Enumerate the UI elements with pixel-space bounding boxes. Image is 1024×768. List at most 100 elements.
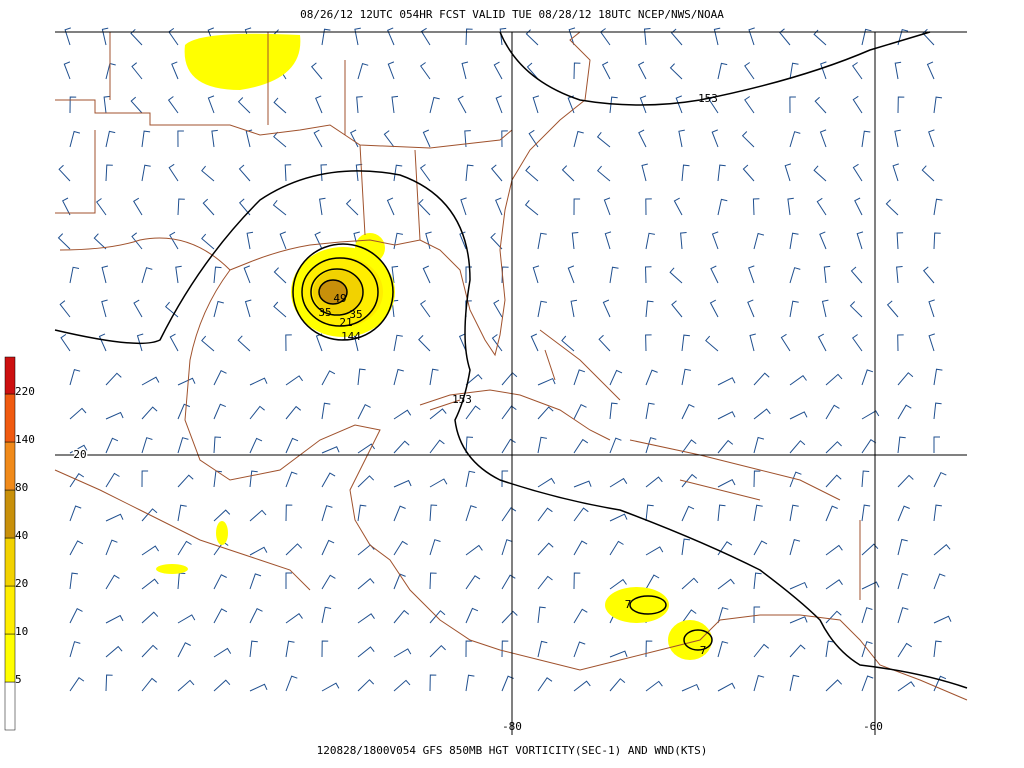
wind-barb (105, 164, 113, 182)
wind-barb (537, 406, 554, 420)
wind-barb (177, 642, 191, 658)
wind-barb (819, 129, 827, 148)
wind-barb (897, 334, 904, 352)
wind-barb (321, 402, 331, 420)
wind-barb (345, 199, 359, 216)
wind-barb (713, 27, 721, 46)
wind-barb (422, 129, 431, 148)
wind-barb (861, 130, 871, 148)
wind-barb (105, 130, 116, 148)
wind-barb (141, 267, 153, 284)
wind-barb (249, 377, 268, 386)
wind-barb (202, 198, 215, 216)
wind-barb (62, 197, 71, 216)
wind-barb (896, 266, 903, 284)
wind-barb (573, 438, 589, 454)
wind-barb (896, 232, 904, 250)
wind-barb (429, 610, 446, 624)
wind-barb (393, 479, 412, 488)
wind-barb (526, 62, 539, 80)
wind-barb (177, 540, 192, 556)
wind-barb (928, 333, 935, 352)
wind-barb (130, 96, 143, 114)
wind-barb (602, 299, 611, 318)
wind-barb (789, 616, 808, 624)
wind-barb (823, 265, 831, 284)
wind-barb (573, 572, 581, 590)
wind-barb (57, 233, 71, 250)
wind-barb (673, 197, 683, 216)
wind-barb (321, 472, 336, 488)
wind-barb (573, 507, 589, 522)
wind-barb (238, 198, 251, 216)
contour-label: 153 (452, 393, 472, 406)
wind-barb (897, 538, 908, 556)
wind-barb (742, 164, 755, 182)
wind-barb (457, 95, 467, 114)
wind-barb (141, 644, 158, 658)
wind-barb (393, 505, 406, 522)
wind-barb (167, 96, 179, 114)
wind-barb (387, 27, 395, 46)
wind-barb (787, 197, 794, 216)
colorbar-segment (4, 585, 16, 635)
wind-barb (604, 231, 612, 250)
wind-barb (825, 679, 843, 692)
wind-barb (596, 131, 611, 148)
wind-barb (705, 335, 719, 352)
wind-barb (238, 164, 251, 182)
wind-barb (355, 163, 363, 182)
wind-barb (393, 409, 412, 420)
wind-barb (465, 640, 473, 658)
wind-barb (285, 437, 299, 454)
wind-barb (897, 607, 909, 624)
wind-barb (357, 613, 375, 624)
wind-barb (177, 403, 190, 420)
wind-barb (459, 231, 467, 250)
wind-barb (816, 197, 827, 216)
wind-barb (709, 299, 719, 318)
wind-barb (639, 95, 647, 114)
wind-barb (710, 265, 719, 284)
wind-barb (717, 479, 736, 488)
wind-barb (357, 404, 371, 420)
wind-barb (825, 579, 843, 590)
wind-barb (460, 197, 467, 216)
wind-barb (249, 405, 265, 420)
wind-barb (501, 507, 517, 522)
wind-barb (894, 61, 902, 80)
wind-barb (501, 266, 509, 284)
wind-barb (856, 231, 864, 250)
wind-barb (680, 232, 687, 250)
wind-barb (861, 369, 874, 386)
wind-barb (168, 163, 179, 182)
wind-barb (897, 372, 914, 386)
wind-barb (852, 163, 863, 182)
wind-barb (753, 436, 765, 454)
wind-barb (213, 266, 222, 284)
colorbar-label: 140 (15, 433, 35, 446)
wind-barb (285, 543, 303, 556)
wind-barb (321, 539, 335, 556)
wind-barb (501, 610, 518, 624)
wind-barb (753, 232, 765, 250)
wind-barb (603, 197, 611, 216)
wind-barb (897, 28, 909, 46)
wind-barb (638, 129, 647, 148)
colorbar-label: 40 (15, 529, 28, 542)
wind-barb (356, 96, 363, 114)
wind-barb (237, 97, 251, 114)
wind-barb (96, 198, 107, 216)
wind-barb (598, 334, 611, 352)
wind-barb (319, 197, 326, 216)
wind-barb (321, 574, 336, 590)
wind-barb (753, 408, 771, 420)
wind-barb (383, 130, 395, 148)
wind-barb (670, 28, 683, 46)
wind-barb (573, 608, 588, 624)
wind-barb (814, 96, 827, 114)
wind-barb (429, 439, 445, 454)
wind-barb (609, 540, 624, 556)
wind-barb (461, 61, 469, 80)
wind-barb (177, 614, 196, 624)
